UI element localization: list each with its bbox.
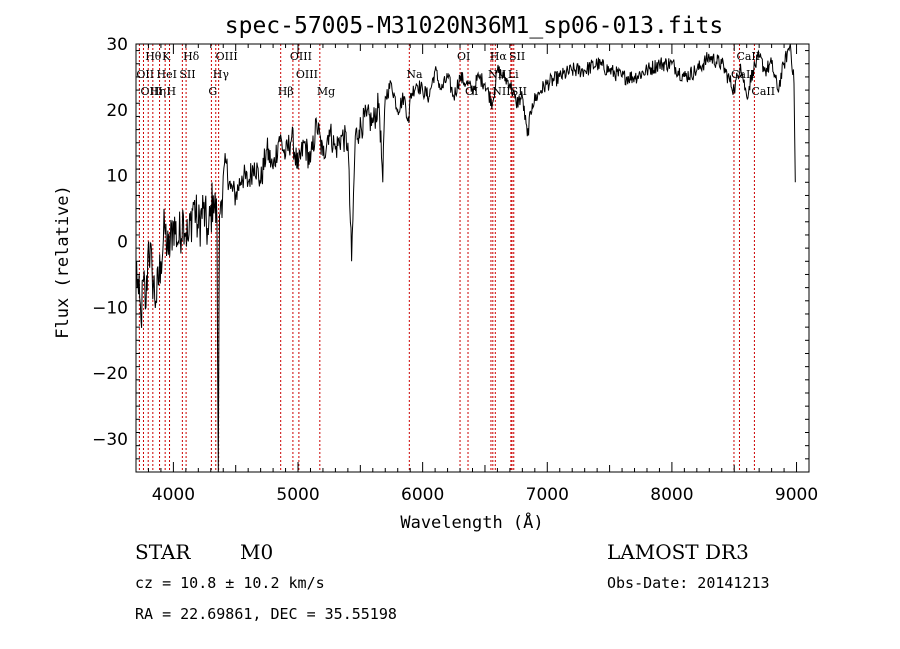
x-tick-label: 5000 — [276, 485, 319, 505]
spectral-line-label: Mg — [317, 85, 335, 98]
spectral-line-label: G — [208, 85, 217, 98]
y-tick-label: 30 — [106, 35, 128, 55]
spectral-line-label: CaII — [736, 50, 760, 63]
spectral-line-label: Hα — [490, 50, 508, 63]
spectral-line-label: OI — [457, 50, 470, 63]
spectral-line-label: CaII — [751, 85, 775, 98]
x-tick-label: 6000 — [401, 485, 444, 505]
spectral-line-label: H — [167, 85, 177, 98]
y-axis-ticks: −30 −20 −10 0 10 20 30 — [92, 35, 809, 473]
spectral-line-label: K — [162, 50, 171, 63]
spectral-line-label: HeI — [157, 68, 177, 81]
y-axis-label: Flux (relative) — [53, 185, 73, 339]
spectral-line-label: SII — [179, 68, 195, 81]
object-subclass: M0 — [240, 540, 273, 564]
redshift-velocity: cz = 10.8 ± 10.2 km/s — [135, 574, 325, 592]
plot-frame — [135, 43, 810, 473]
observation-date: Obs-Date: 20141213 — [607, 574, 770, 592]
y-tick-label: −10 — [92, 298, 128, 318]
x-axis-label: Wavelength (Å) — [400, 511, 543, 533]
y-tick-label: 10 — [106, 167, 128, 187]
spectral-line-label: OIII — [290, 50, 312, 63]
y-tick-label: 0 — [117, 233, 128, 253]
x-axis-ticks: 4000 5000 6000 7000 8000 9000 — [135, 44, 818, 505]
spectral-line-label: Li — [508, 68, 519, 81]
y-tick-label: 20 — [106, 101, 128, 121]
chart-title: spec-57005-M31020N36M1_sp06-013.fits — [225, 13, 724, 39]
spectral-line-label: NII — [492, 85, 510, 98]
spectral-line-label: SII — [509, 50, 525, 63]
spectrum-line — [135, 43, 796, 473]
x-tick-label: 7000 — [526, 485, 569, 505]
spectral-line-label: OII — [136, 68, 154, 81]
spectral-line-label: OIII — [216, 50, 238, 63]
object-type: STAR — [135, 540, 191, 564]
spectral-line-label: Hδ — [183, 50, 200, 63]
spectral-line-label: OIII — [296, 68, 318, 81]
spectral-line-label: OIII — [140, 85, 162, 98]
spectral-line-label: Hγ — [213, 68, 230, 81]
y-tick-label: −20 — [92, 364, 128, 384]
survey-name: LAMOST DR3 — [607, 540, 749, 564]
y-tick-label: −30 — [92, 430, 128, 450]
spectral-line-label: Hβ — [278, 85, 294, 98]
spectral-line-markers — [138, 44, 755, 472]
spectral-line-label: Hθ — [145, 50, 162, 63]
x-tick-label: 9000 — [775, 485, 818, 505]
x-tick-label: 4000 — [152, 485, 195, 505]
x-tick-label: 8000 — [650, 485, 693, 505]
spectral-line-label: Hη — [150, 85, 166, 98]
spectral-line-label: Na — [406, 68, 423, 81]
coordinates: RA = 22.69861, DEC = 35.55198 — [135, 605, 397, 623]
